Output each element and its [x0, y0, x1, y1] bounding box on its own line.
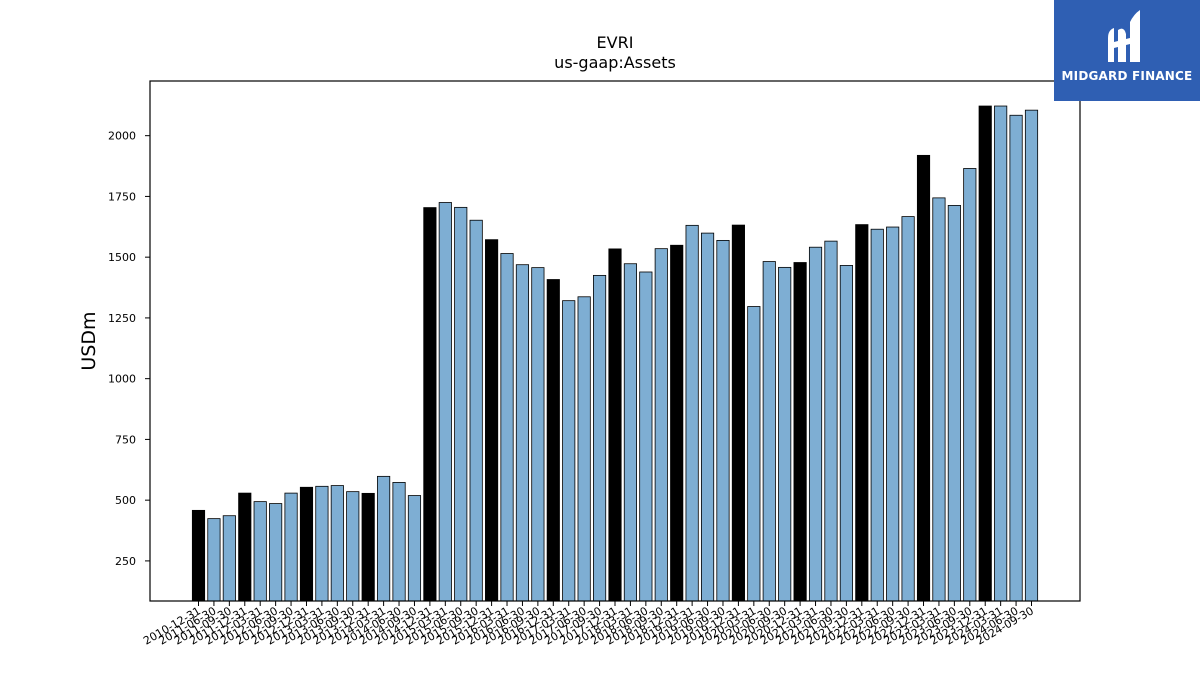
y-tick-label: 1000	[108, 373, 136, 386]
chart-title: EVRI	[597, 33, 634, 52]
bar-2014-12-31	[423, 207, 437, 602]
bar-2019-06-30	[700, 232, 715, 602]
y-axis-label: USDm	[78, 311, 100, 370]
bar-2013-12-31	[361, 492, 375, 602]
logo-mark-icon	[1108, 10, 1140, 63]
bar-2024-03-31	[994, 105, 1008, 602]
bar-2017-06-30	[577, 296, 591, 602]
chart-subtitle: us-gaap:Assets	[554, 53, 676, 72]
bar-2018-09-30	[654, 248, 668, 602]
bar-2011-06-30	[207, 518, 221, 602]
bar-2017-03-31	[562, 300, 576, 602]
bar-2019-03-31	[685, 224, 699, 602]
bar-2022-12-31	[916, 154, 931, 602]
bar-2023-06-30	[947, 205, 961, 602]
bar-2016-06-30	[515, 264, 530, 602]
bar-2024-06-30	[1009, 114, 1023, 602]
bar-2020-12-31	[793, 262, 807, 602]
bar-2023-09-30	[963, 168, 977, 602]
bar-2015-03-31	[438, 202, 452, 602]
bar-2018-03-31	[623, 263, 638, 602]
bar-2014-03-31	[377, 475, 391, 602]
bar-2012-12-31	[299, 486, 314, 602]
bar-2017-12-31	[608, 248, 622, 602]
bar-2018-06-30	[639, 271, 653, 602]
bar-2024-09-30	[1024, 109, 1039, 602]
bar-2016-09-30	[531, 267, 545, 602]
bar-2018-12-31	[670, 244, 684, 602]
bar-2012-09-30	[284, 492, 298, 602]
bar-2013-06-30	[330, 485, 344, 602]
bars-group	[191, 105, 1039, 602]
y-tick-label: 1750	[108, 190, 136, 203]
y-tick-label: 250	[115, 555, 136, 568]
bar-2023-12-31	[978, 105, 992, 602]
midgard-finance-logo: MIDGARD FINANCE	[1054, 0, 1200, 101]
y-tick-label: 1500	[108, 251, 136, 264]
x-axis-ticks: 2010-12-312011-06-302011-09-302011-12-31…	[141, 601, 1036, 648]
y-tick-label: 750	[115, 433, 136, 446]
bar-2016-03-31	[500, 253, 514, 602]
bar-2012-03-31	[253, 501, 267, 602]
bar-2014-09-30	[407, 495, 422, 602]
bar-2020-09-30	[778, 266, 792, 602]
y-tick-label: 500	[115, 494, 136, 507]
plot-frame	[149, 80, 1081, 602]
bar-2019-09-30	[716, 239, 730, 602]
bar-2013-03-31	[315, 485, 329, 602]
bar-2017-09-30	[593, 274, 607, 602]
bar-2021-09-30	[839, 265, 853, 602]
bar-2023-03-31	[932, 197, 946, 602]
bar-2021-03-31	[808, 246, 823, 602]
bar-2015-12-31	[485, 239, 499, 602]
bar-2022-09-30	[901, 216, 915, 602]
bar-2015-09-30	[469, 219, 483, 602]
y-axis-ticks: 250 500 750 1000 1250 1500 1750 2000	[108, 130, 150, 568]
bar-2019-12-31	[731, 224, 745, 602]
bar-2011-09-30	[222, 515, 236, 602]
bar-2015-06-30	[454, 206, 468, 602]
bar-2013-09-30	[346, 491, 360, 602]
bar-2016-12-31	[546, 279, 560, 602]
bar-2020-06-30	[762, 261, 776, 602]
y-tick-label: 1250	[108, 312, 136, 325]
bar-2020-03-31	[747, 306, 761, 602]
bar-2011-12-31	[238, 492, 252, 602]
y-tick-label: 2000	[108, 130, 136, 143]
bar-2014-06-30	[392, 482, 406, 602]
bar-2010-12-31	[191, 509, 206, 602]
bar-2021-12-31	[855, 224, 869, 602]
bar-2012-06-30	[269, 503, 283, 602]
bar-2022-06-30	[886, 226, 900, 602]
logo-text: MIDGARD FINANCE	[1061, 69, 1193, 83]
bar-2021-06-30	[824, 240, 838, 602]
bar-2022-03-31	[870, 228, 884, 602]
